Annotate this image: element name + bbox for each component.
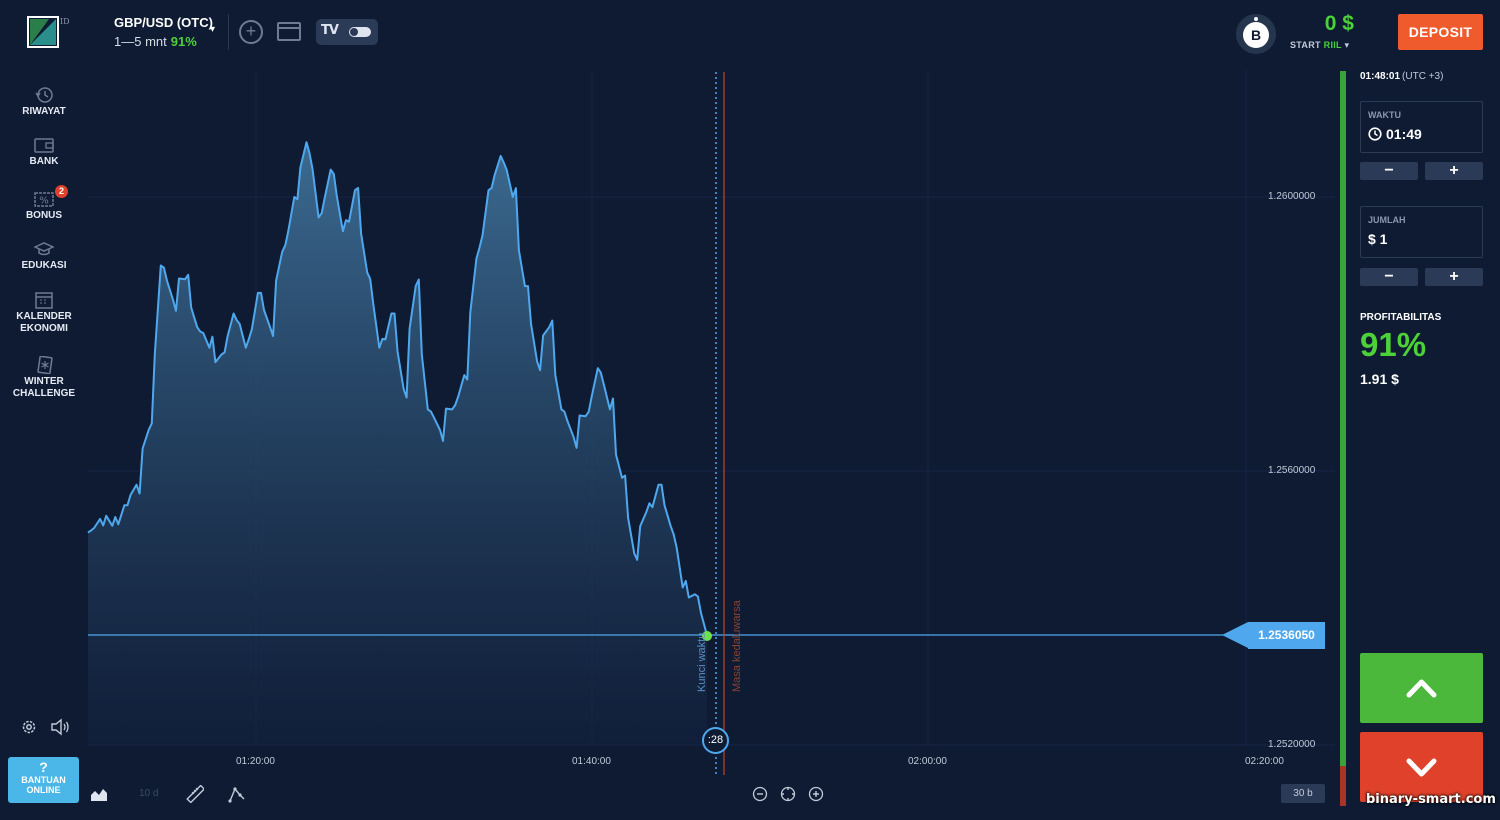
history-icon [35, 87, 53, 103]
time-tick-label: 02:20:00 [1245, 756, 1284, 767]
sidebar-item-bank[interactable]: BANK [0, 136, 88, 168]
tradingview-logo-icon: TV [321, 23, 339, 38]
asset-info: 1—5 mnt 91% [114, 34, 197, 49]
gear-icon[interactable] [20, 718, 38, 736]
sidebar-item-label: EDUKASI [21, 260, 67, 271]
layout-window-icon[interactable] [277, 22, 301, 41]
avatar-dot [1254, 17, 1258, 21]
help-label-line1: BANTUAN [21, 775, 66, 785]
sidebar-item-bonus[interactable]: % BONUS [0, 190, 88, 222]
tradingview-toggle[interactable]: TV [316, 19, 378, 45]
account-prefix: START [1290, 40, 1321, 50]
current-price-label: 1.2536050 [1248, 622, 1325, 649]
amount-field[interactable]: JUMLAH $ 1 [1360, 206, 1483, 258]
sidebar-item-education[interactable]: EDUKASI [0, 240, 88, 272]
account-avatar[interactable]: B [1236, 14, 1276, 54]
sidebar-item-label: BONUS [25, 210, 63, 221]
profitability-percent: 91% [1360, 326, 1427, 363]
zoom-fit-icon[interactable] [780, 786, 796, 802]
ruler-icon[interactable] [186, 785, 204, 803]
sidebar-item-label: BANK [29, 156, 59, 167]
help-icon: ? [39, 759, 48, 775]
sidebar-item-label: RIWAYAT [22, 106, 66, 117]
time-tick-label: 01:20:00 [236, 756, 275, 767]
amount-field-value[interactable]: $ 1 [1368, 231, 1388, 247]
current-price-dot [702, 631, 712, 641]
indicators-icon[interactable] [228, 785, 246, 803]
amount-field-label: JUMLAH [1368, 215, 1406, 225]
timeframe-selector[interactable]: 10 d [139, 788, 159, 799]
timezone-label: (UTC +3) [1402, 71, 1444, 82]
time-increase-button[interactable]: + [1425, 162, 1483, 180]
online-help-button[interactable]: ? BANTUAN ONLINE [8, 757, 79, 803]
chevron-down-icon[interactable]: ▾ [210, 24, 216, 35]
call-up-button[interactable] [1360, 653, 1483, 723]
logo-icon[interactable] [27, 16, 61, 48]
time-value: 01:49 [1386, 126, 1422, 142]
account-type-selector[interactable]: START RIIL ▾ [1290, 40, 1349, 51]
time-field-label: WAKTU [1368, 110, 1401, 120]
server-time-value: 01:48:01 [1360, 71, 1401, 82]
amount-decrease-button[interactable]: − [1360, 268, 1418, 286]
price-line [87, 141, 708, 636]
sidebar-item-label: WINTER CHALLENGE [12, 376, 76, 399]
snowflake-card-icon [37, 356, 53, 374]
toggle-switch[interactable] [349, 27, 371, 37]
logo-suffix: ID [60, 17, 70, 26]
price-tick-label: 1.2560000 [1268, 465, 1316, 476]
bonus-count-badge: 2 [55, 185, 68, 198]
zoom-out-icon[interactable] [752, 786, 768, 802]
sentiment-bar-down [1340, 766, 1346, 806]
countdown-timer: :28 [702, 727, 729, 754]
time-decrease-button[interactable]: − [1360, 162, 1418, 180]
help-label-line2: ONLINE [26, 785, 61, 795]
sidebar-item-label: KALENDER EKONOMI [16, 311, 72, 334]
header-divider [228, 14, 229, 50]
price-tick-label: 1.2600000 [1268, 191, 1316, 202]
price-tick-label: 1.2520000 [1268, 739, 1316, 750]
sidebar-item-winter-challenge[interactable]: WINTER CHALLENGE [0, 356, 88, 400]
amount-increase-button[interactable]: + [1425, 268, 1483, 286]
avatar-letter: B [1243, 22, 1269, 48]
calendar-icon [35, 292, 53, 309]
asset-name[interactable]: GBP/USD (OTC) [114, 15, 213, 30]
server-time: 01:48:01 (UTC +3) [1360, 71, 1443, 82]
sidebar-item-history[interactable]: RIWAYAT [0, 86, 88, 118]
deposit-button[interactable]: DEPOSIT [1398, 14, 1483, 50]
candle-period-button[interactable]: 30 b [1281, 784, 1325, 803]
svg-text:%: % [39, 196, 49, 207]
zoom-in-icon[interactable] [808, 786, 824, 802]
asset-payout: 91% [170, 34, 197, 49]
time-field-value[interactable]: 01:49 [1368, 126, 1422, 142]
current-price-marker [1222, 622, 1248, 648]
chevron-up-icon [1406, 679, 1437, 698]
time-tick-label: 01:40:00 [572, 756, 611, 767]
speaker-icon[interactable] [50, 718, 70, 736]
balance-amount[interactable]: 0 $ [1324, 12, 1354, 35]
sidebar-item-calendar[interactable]: KALENDER EKONOMI [0, 291, 88, 335]
add-asset-button[interactable]: + [239, 20, 263, 44]
profit-amount: 1.91 $ [1360, 371, 1399, 387]
price-area-fill [88, 142, 707, 745]
asset-timeframe: 1—5 mnt [114, 34, 167, 49]
expiry-time-label: Masa kedaluwarsa [731, 600, 743, 692]
put-down-button[interactable] [1360, 732, 1483, 802]
account-type: RIIL [1323, 40, 1342, 50]
wallet-icon [34, 138, 54, 153]
graduation-cap-icon [34, 242, 54, 256]
lock-time-label: Kunci waktu [696, 632, 708, 692]
header: ID GBP/USD (OTC) 1—5 mnt 91% ▾ + TV B 0 $… [0, 0, 1500, 66]
chevron-down-icon [1406, 758, 1437, 777]
area-chart-icon[interactable] [90, 786, 108, 802]
profitability-label: PROFITABILITAS [1360, 312, 1442, 323]
percent-icon: % [34, 192, 54, 207]
watermark-text: binary-smart.com [1366, 792, 1496, 807]
clock-icon [1368, 127, 1382, 141]
time-tick-label: 02:00:00 [908, 756, 947, 767]
time-field[interactable]: WAKTU 01:49 [1360, 101, 1483, 153]
sentiment-bar-up [1340, 71, 1346, 766]
chevron-down-icon: ▾ [1341, 40, 1350, 50]
